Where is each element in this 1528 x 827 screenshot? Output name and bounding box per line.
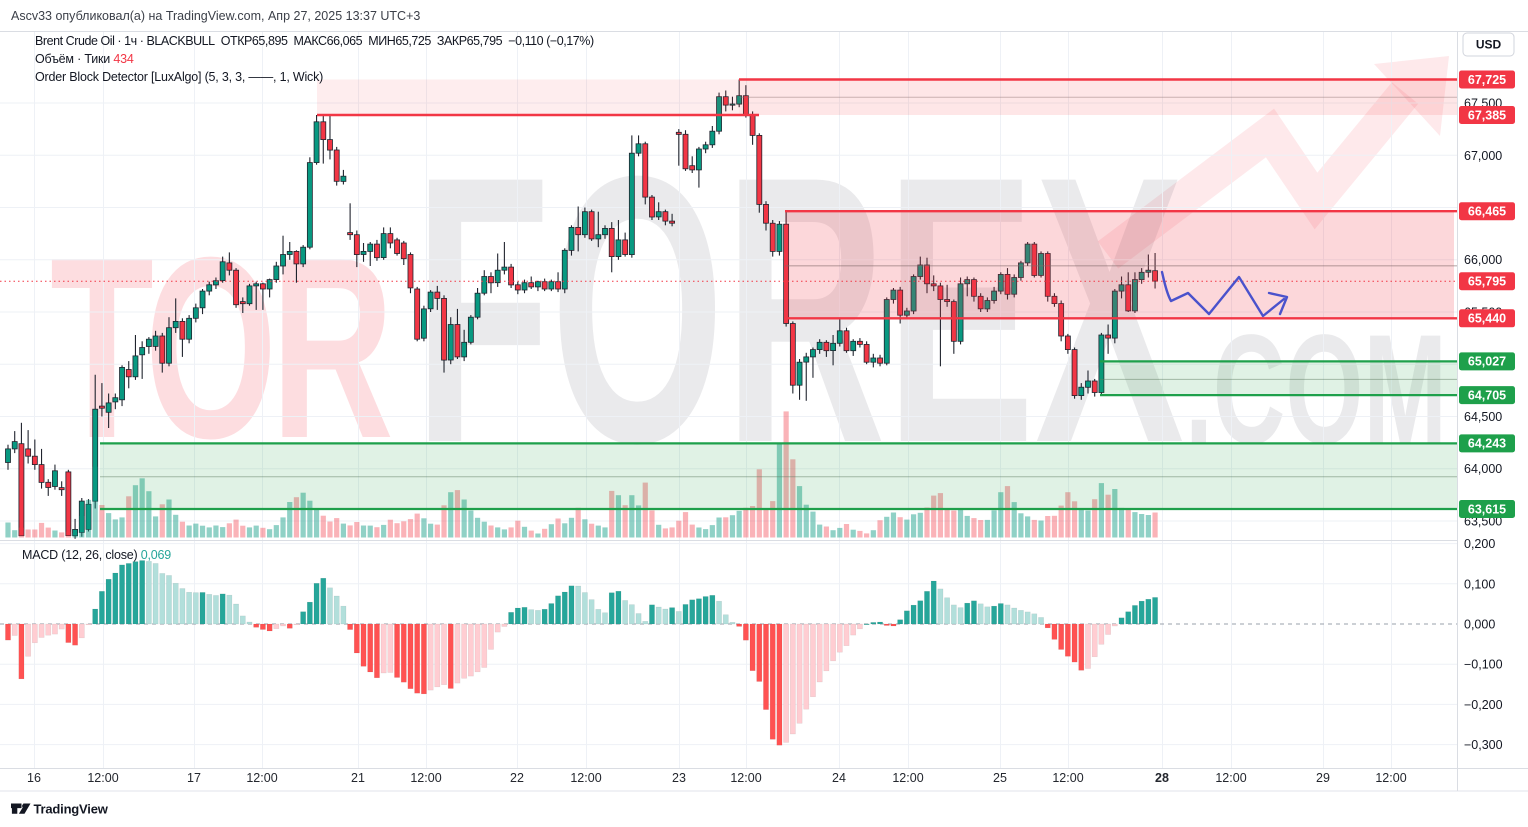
svg-text:12:00: 12:00 bbox=[1215, 771, 1246, 785]
svg-text:64,000: 64,000 bbox=[1464, 462, 1502, 476]
svg-text:28: 28 bbox=[1155, 771, 1169, 785]
svg-text:Order Block Detector [LuxAlgo]: Order Block Detector [LuxAlgo] (5, 3, 3,… bbox=[35, 70, 323, 84]
svg-text:USD: USD bbox=[1476, 38, 1502, 52]
svg-text:MACD (12, 26, close) 0,069: MACD (12, 26, close) 0,069 bbox=[22, 548, 171, 562]
svg-text:12:00: 12:00 bbox=[730, 771, 761, 785]
svg-text:64,705: 64,705 bbox=[1468, 388, 1506, 402]
svg-text:12:00: 12:00 bbox=[570, 771, 601, 785]
svg-text:29: 29 bbox=[1316, 771, 1330, 785]
svg-text:TradingView: TradingView bbox=[34, 802, 109, 817]
svg-text:.COM: .COM bbox=[1185, 303, 1447, 477]
svg-text:0,200: 0,200 bbox=[1464, 537, 1495, 551]
svg-text:25: 25 bbox=[993, 771, 1007, 785]
svg-text:12:00: 12:00 bbox=[1375, 771, 1406, 785]
svg-text:Brent Crude Oil · 1ч · BLACKBU: Brent Crude Oil · 1ч · BLACKBULL ОТКР65,… bbox=[35, 34, 594, 48]
svg-text:67,000: 67,000 bbox=[1464, 149, 1502, 163]
svg-text:16: 16 bbox=[27, 771, 41, 785]
svg-text:12:00: 12:00 bbox=[410, 771, 441, 785]
svg-text:0,000: 0,000 bbox=[1464, 618, 1495, 632]
svg-text:24: 24 bbox=[832, 771, 846, 785]
svg-text:23: 23 bbox=[672, 771, 686, 785]
svg-text:65,440: 65,440 bbox=[1468, 312, 1506, 326]
svg-text:−0,200: −0,200 bbox=[1464, 698, 1503, 712]
svg-text:0,100: 0,100 bbox=[1464, 577, 1495, 591]
svg-text:12:00: 12:00 bbox=[87, 771, 118, 785]
svg-text:−0,100: −0,100 bbox=[1464, 658, 1503, 672]
svg-text:21: 21 bbox=[351, 771, 365, 785]
svg-text:Ascv33 опубликовал(а) на Tradi: Ascv33 опубликовал(а) на TradingView.com… bbox=[11, 9, 420, 23]
svg-text:67,385: 67,385 bbox=[1468, 108, 1506, 122]
svg-text:22: 22 bbox=[510, 771, 524, 785]
svg-text:12:00: 12:00 bbox=[892, 771, 923, 785]
svg-text:64,243: 64,243 bbox=[1468, 437, 1506, 451]
svg-text:67,725: 67,725 bbox=[1468, 73, 1506, 87]
svg-text:64,500: 64,500 bbox=[1464, 410, 1502, 424]
svg-text:−0,300: −0,300 bbox=[1464, 738, 1503, 752]
svg-text:65,027: 65,027 bbox=[1468, 355, 1506, 369]
svg-text:66,465: 66,465 bbox=[1468, 205, 1506, 219]
svg-text:FOREX: FOREX bbox=[414, 97, 1185, 522]
svg-text:12:00: 12:00 bbox=[1052, 771, 1083, 785]
svg-text:17: 17 bbox=[187, 771, 201, 785]
svg-text:65,795: 65,795 bbox=[1468, 275, 1506, 289]
svg-text:63,615: 63,615 bbox=[1468, 502, 1506, 516]
svg-text:66,000: 66,000 bbox=[1464, 253, 1502, 267]
svg-text:12:00: 12:00 bbox=[246, 771, 277, 785]
svg-text:Объём · Тики 434: Объём · Тики 434 bbox=[35, 52, 134, 66]
